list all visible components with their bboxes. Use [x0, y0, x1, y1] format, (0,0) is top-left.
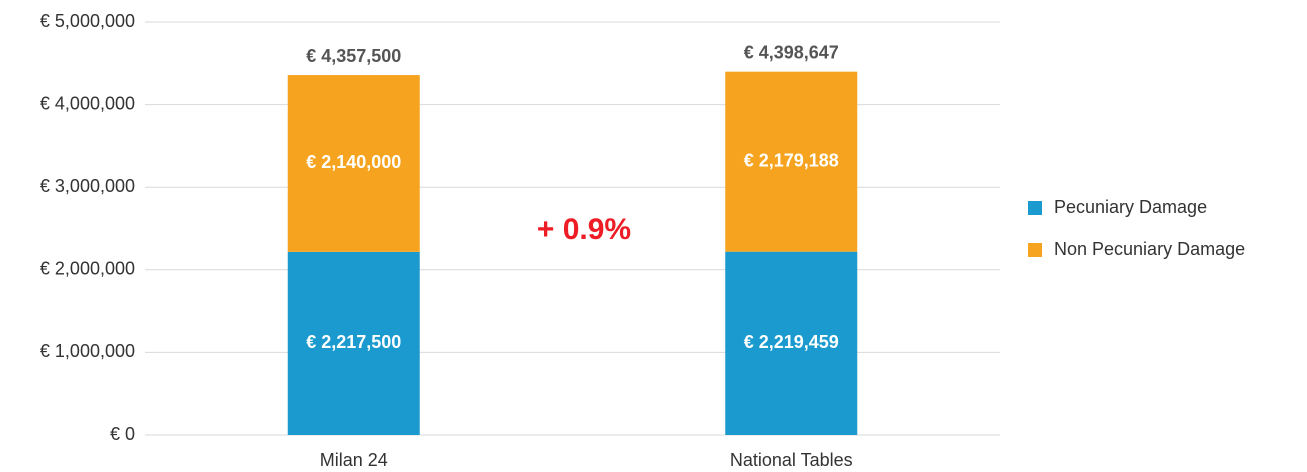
- bar-segment: [725, 251, 858, 435]
- x-tick-label: National Tables: [730, 450, 853, 470]
- y-tick-label: € 5,000,000: [40, 11, 135, 31]
- total-label: € 4,357,500: [306, 46, 401, 66]
- y-tick-label: € 0: [110, 424, 135, 444]
- y-tick-label: € 2,000,000: [40, 259, 135, 279]
- value-label: € 2,219,459: [744, 332, 839, 352]
- y-tick-label: € 4,000,000: [40, 93, 135, 113]
- legend-label: Non Pecuniary Damage: [1054, 239, 1245, 259]
- legend-swatch: [1028, 243, 1042, 257]
- value-label: € 2,217,500: [306, 332, 401, 352]
- value-label: € 2,140,000: [306, 152, 401, 172]
- y-tick-label: € 1,000,000: [40, 341, 135, 361]
- legend-label: Pecuniary Damage: [1054, 197, 1207, 217]
- x-tick-label: Milan 24: [320, 450, 388, 470]
- value-label: € 2,179,188: [744, 150, 839, 170]
- y-tick-label: € 3,000,000: [40, 176, 135, 196]
- legend-swatch: [1028, 201, 1042, 215]
- total-label: € 4,398,647: [744, 42, 839, 62]
- bar-segment: [725, 71, 858, 252]
- annotation: + 0.9%: [537, 213, 631, 246]
- bar-segment: [287, 75, 420, 252]
- bar-segment: [287, 251, 420, 435]
